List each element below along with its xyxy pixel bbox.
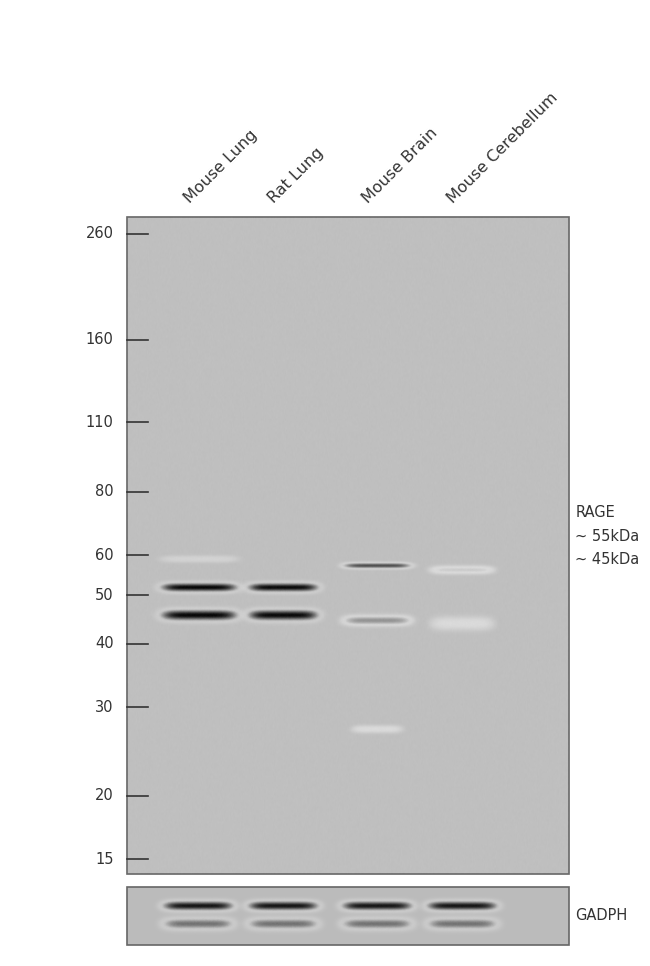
- Text: Mouse Lung: Mouse Lung: [181, 127, 260, 206]
- Text: Mouse Brain: Mouse Brain: [360, 125, 441, 206]
- Text: Mouse Cerebellum: Mouse Cerebellum: [445, 90, 560, 206]
- Text: RAGE
~ 55kDa
~ 45kDa: RAGE ~ 55kDa ~ 45kDa: [575, 505, 640, 567]
- Text: 40: 40: [95, 637, 114, 651]
- Text: 60: 60: [95, 548, 114, 562]
- Text: 15: 15: [96, 852, 114, 867]
- Bar: [127, 217, 569, 874]
- Text: 110: 110: [86, 414, 114, 430]
- Text: 30: 30: [96, 699, 114, 715]
- Text: Rat Lung: Rat Lung: [266, 145, 327, 206]
- Bar: [127, 887, 569, 945]
- Text: 80: 80: [95, 485, 114, 499]
- Text: GADPH: GADPH: [575, 908, 627, 923]
- Text: 20: 20: [95, 788, 114, 804]
- Text: 260: 260: [86, 226, 114, 242]
- Text: 160: 160: [86, 332, 114, 348]
- Text: 50: 50: [95, 587, 114, 603]
